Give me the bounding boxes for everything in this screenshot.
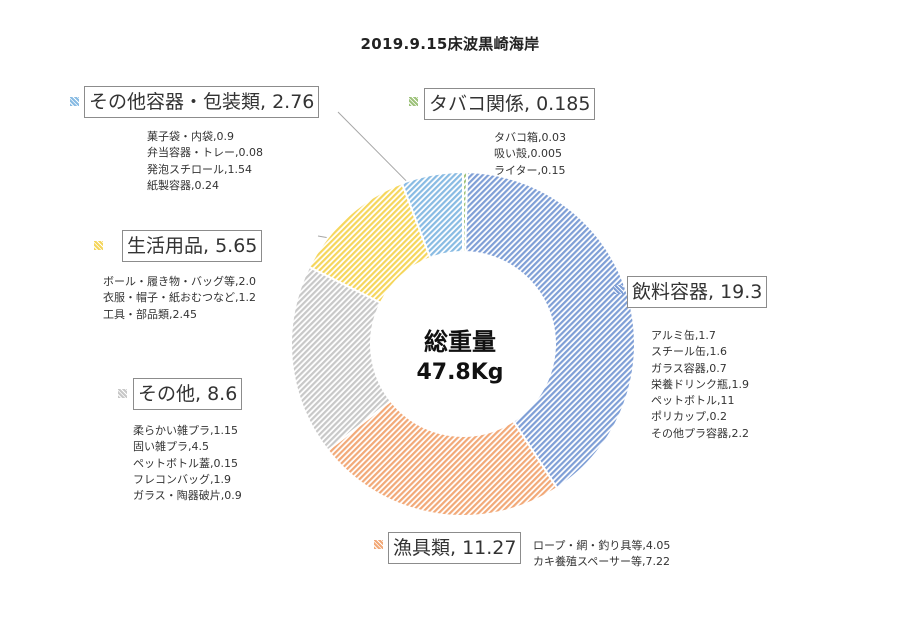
center-label: 総重量: [424, 328, 496, 356]
detail-item: ロープ・網・釣り具等,4.05: [533, 539, 671, 552]
donut-slice-fishing: [326, 399, 559, 517]
detail-item: ボール・履き物・バッグ等,2.0: [103, 275, 256, 288]
slice-label-beverage: 飲料容器, 19.3: [627, 276, 768, 308]
detail-item: 栄養ドリンク瓶,1.9: [651, 377, 749, 391]
detail-item: 発泡スチロール,1.54: [147, 162, 252, 176]
slice-label-packaging: その他容器・包装類, 2.76: [84, 86, 320, 118]
center-value: 47.8Kg: [416, 360, 504, 385]
legend-marker-fishing: [374, 540, 383, 549]
donut-slices: [290, 170, 636, 517]
detail-item: 吸い殻,0.005: [494, 147, 562, 161]
detail-item: 紙製容器,0.24: [147, 178, 219, 192]
slice-details-tobacco: タバコ箱,0.03 吸い殻,0.005 ライター,0.15: [494, 130, 566, 179]
detail-item: タバコ箱,0.03: [494, 131, 566, 144]
detail-item: スチール缶,1.6: [651, 345, 727, 359]
detail-item: 菓子袋・内袋,0.9: [147, 130, 234, 143]
slice-label-tobacco: タバコ関係, 0.185: [424, 88, 596, 120]
detail-item: ガラス・陶器破片,0.9: [133, 489, 242, 503]
donut-slice-beverage: [464, 171, 636, 490]
detail-item: ライター,0.15: [494, 163, 566, 177]
detail-item: カキ養殖スペーサー等,7.22: [533, 555, 670, 569]
slice-label-fishing: 漁具類, 11.27: [388, 532, 522, 564]
detail-item: フレコンバッグ,1.9: [133, 472, 231, 486]
detail-item: ポリカップ,0.2: [651, 410, 727, 424]
legend-marker-beverage: [614, 285, 623, 294]
chart-title: 2019.9.15床波黒崎海岸: [360, 35, 540, 53]
slice-details-other: 柔らかい雑プラ,1.15 固い雑プラ,4.5 ペットボトル蓋,0.15 フレコン…: [133, 423, 242, 504]
detail-item: 衣服・帽子・紙おむつなど,1.2: [103, 291, 256, 305]
detail-item: その他プラ容器,2.2: [651, 426, 749, 440]
detail-item: ペットボトル蓋,0.15: [133, 456, 238, 470]
legend-marker-packaging: [70, 97, 79, 106]
detail-item: アルミ缶,1.7: [651, 329, 716, 342]
detail-item: ペットボトル,11: [651, 394, 735, 408]
donut-slice-packaging: [400, 170, 464, 260]
legend-marker-daily: [94, 241, 103, 250]
slice-details-fishing: ロープ・網・釣り具等,4.05 カキ養殖スペーサー等,7.22: [533, 538, 670, 571]
detail-item: 柔らかい雑プラ,1.15: [133, 424, 238, 437]
slice-label-daily: 生活用品, 5.65: [122, 230, 263, 262]
legend-marker-other: [118, 389, 127, 398]
slice-details-daily: ボール・履き物・バッグ等,2.0 衣服・帽子・紙おむつなど,1.2 工具・部品類…: [103, 274, 256, 323]
detail-item: 工具・部品類,2.45: [103, 307, 197, 321]
slice-details-packaging: 菓子袋・内袋,0.9 弁当容器・トレー,0.08 発泡スチロール,1.54 紙製…: [147, 129, 263, 194]
detail-item: 固い雑プラ,4.5: [133, 440, 209, 454]
detail-item: ガラス容器,0.7: [651, 361, 727, 375]
detail-item: 弁当容器・トレー,0.08: [147, 146, 263, 160]
slice-details-beverage: アルミ缶,1.7 スチール缶,1.6 ガラス容器,0.7 栄養ドリンク瓶,1.9…: [651, 328, 749, 442]
slice-label-other: その他, 8.6: [133, 378, 243, 410]
legend-marker-tobacco: [409, 97, 418, 106]
